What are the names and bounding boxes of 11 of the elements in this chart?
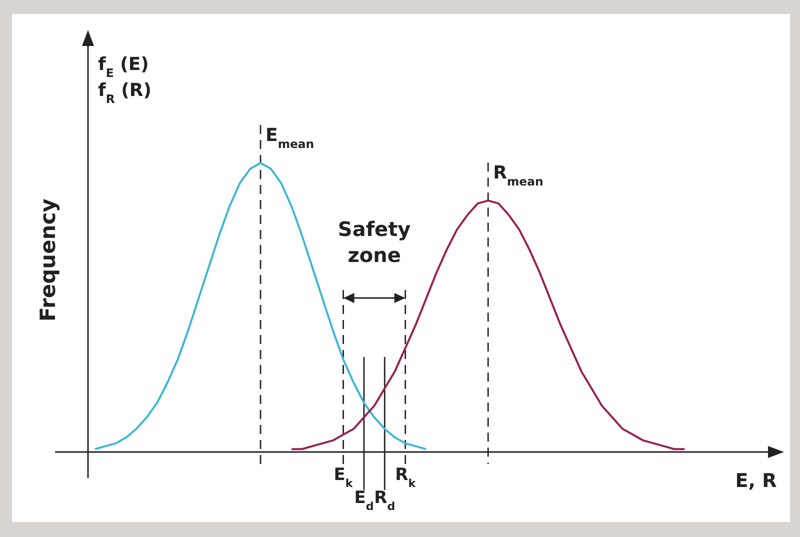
x-tick-label: R$_{d}$: [374, 488, 396, 512]
text: f$_{R}$ (R): [98, 80, 152, 106]
x-tick-label: E$_{k}$: [334, 465, 354, 490]
annotation: Safety zone: [338, 217, 411, 267]
text: E$_{mean}$: [266, 125, 314, 151]
x-tick-label: E$_{d}$: [354, 488, 374, 512]
x-tick-label: R$_{k}$: [395, 465, 416, 490]
x-axis-title: E, R: [735, 470, 778, 492]
text: R$_{mean}$: [493, 162, 544, 189]
y-axis-title: Frequency: [36, 198, 60, 322]
text: f$_{E}$ (E): [98, 54, 149, 80]
